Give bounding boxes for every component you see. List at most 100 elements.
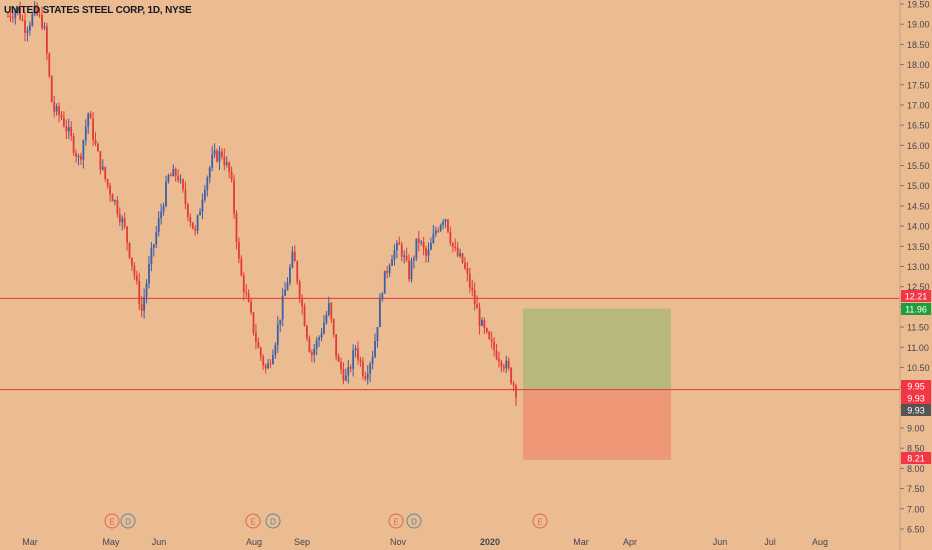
candle [323,315,325,335]
candle-body [323,322,325,334]
candle-body [289,267,291,283]
candle [413,255,415,269]
candle [318,335,321,348]
event-circle [245,513,261,529]
candle [488,330,491,341]
candle-body [415,238,418,259]
candle-body [89,113,92,119]
candle [250,298,252,315]
price-tick-label: 15.50 [907,161,930,171]
candle-body [483,319,486,329]
candle [502,364,505,373]
candle-body [471,287,474,291]
time-axis-label: Sep [294,537,310,547]
candle [41,6,43,31]
price-tag-label: 9.93 [907,394,925,404]
candle [483,317,486,335]
candle-body [318,337,321,341]
candle-body [481,319,483,326]
candle [182,178,184,193]
candle [138,272,141,311]
candle [420,240,423,246]
candle [371,350,374,370]
candle-body [393,250,396,260]
candle-body [60,114,63,118]
candle [72,133,75,156]
candle [332,318,335,338]
price-tick-label: 8.00 [907,464,925,474]
dividend-event-icon[interactable]: D [406,513,422,529]
candle-body [31,14,34,26]
candle-body [194,228,197,231]
candle [77,153,80,166]
candle-body [63,117,65,127]
candle [121,215,124,231]
candle-body [279,319,282,325]
earnings-event-icon[interactable]: E [532,513,548,529]
candle [335,334,338,361]
candle-body [473,290,476,304]
candle-body [41,14,43,28]
candle [45,22,48,61]
candle-body [114,200,116,202]
candle-body [410,260,413,280]
candle [437,227,440,233]
candle [291,246,294,269]
candle [104,166,107,182]
candle-body [138,280,141,305]
candle [172,164,175,177]
candle [398,236,401,245]
candle-body [36,5,39,15]
candle-body [72,135,75,153]
candle-body [87,113,90,127]
candle-body [213,150,216,155]
candle-body [281,295,284,320]
candle-body [203,189,206,200]
candle [461,252,464,264]
event-label: E [393,518,398,527]
event-label: D [411,518,417,527]
candle-body [359,359,362,362]
candle-body [26,30,29,33]
candle-body [21,19,24,21]
time-axis-label: 2020 [480,537,500,547]
candle [272,349,274,365]
price-tick-label: 7.50 [907,484,925,494]
candle-body [162,206,165,212]
candle [301,294,304,315]
candle [276,316,279,353]
candle-body [366,373,369,380]
candle-body [308,338,311,353]
candle-body [325,314,328,323]
dividend-event-icon[interactable]: D [265,513,281,529]
event-label: D [125,518,131,527]
candle-body [106,179,109,186]
candle [500,359,503,373]
candle-body [352,350,355,369]
candle-body [55,106,58,112]
price-tick-label: 11.50 [907,323,929,333]
earnings-event-icon[interactable]: E [388,513,404,529]
price-tag-label: 8.21 [907,454,925,464]
candle [233,174,235,219]
candle [361,357,364,380]
candle [269,359,272,368]
candle [485,327,488,334]
earnings-event-icon[interactable]: E [104,513,120,529]
candle [293,245,296,262]
candle-body [172,168,175,177]
time-axis-label: Aug [812,537,828,547]
price-tick-label: 19.50 [907,0,930,10]
candle [225,156,228,168]
profit-zone[interactable] [523,308,671,391]
earnings-event-icon[interactable]: E [245,513,261,529]
loss-zone[interactable] [523,390,671,460]
candle [344,368,347,382]
candle [306,324,308,342]
candle-body [459,253,461,256]
dividend-event-icon[interactable]: D [120,513,136,529]
candle-body [464,262,466,269]
event-label: E [537,518,542,527]
